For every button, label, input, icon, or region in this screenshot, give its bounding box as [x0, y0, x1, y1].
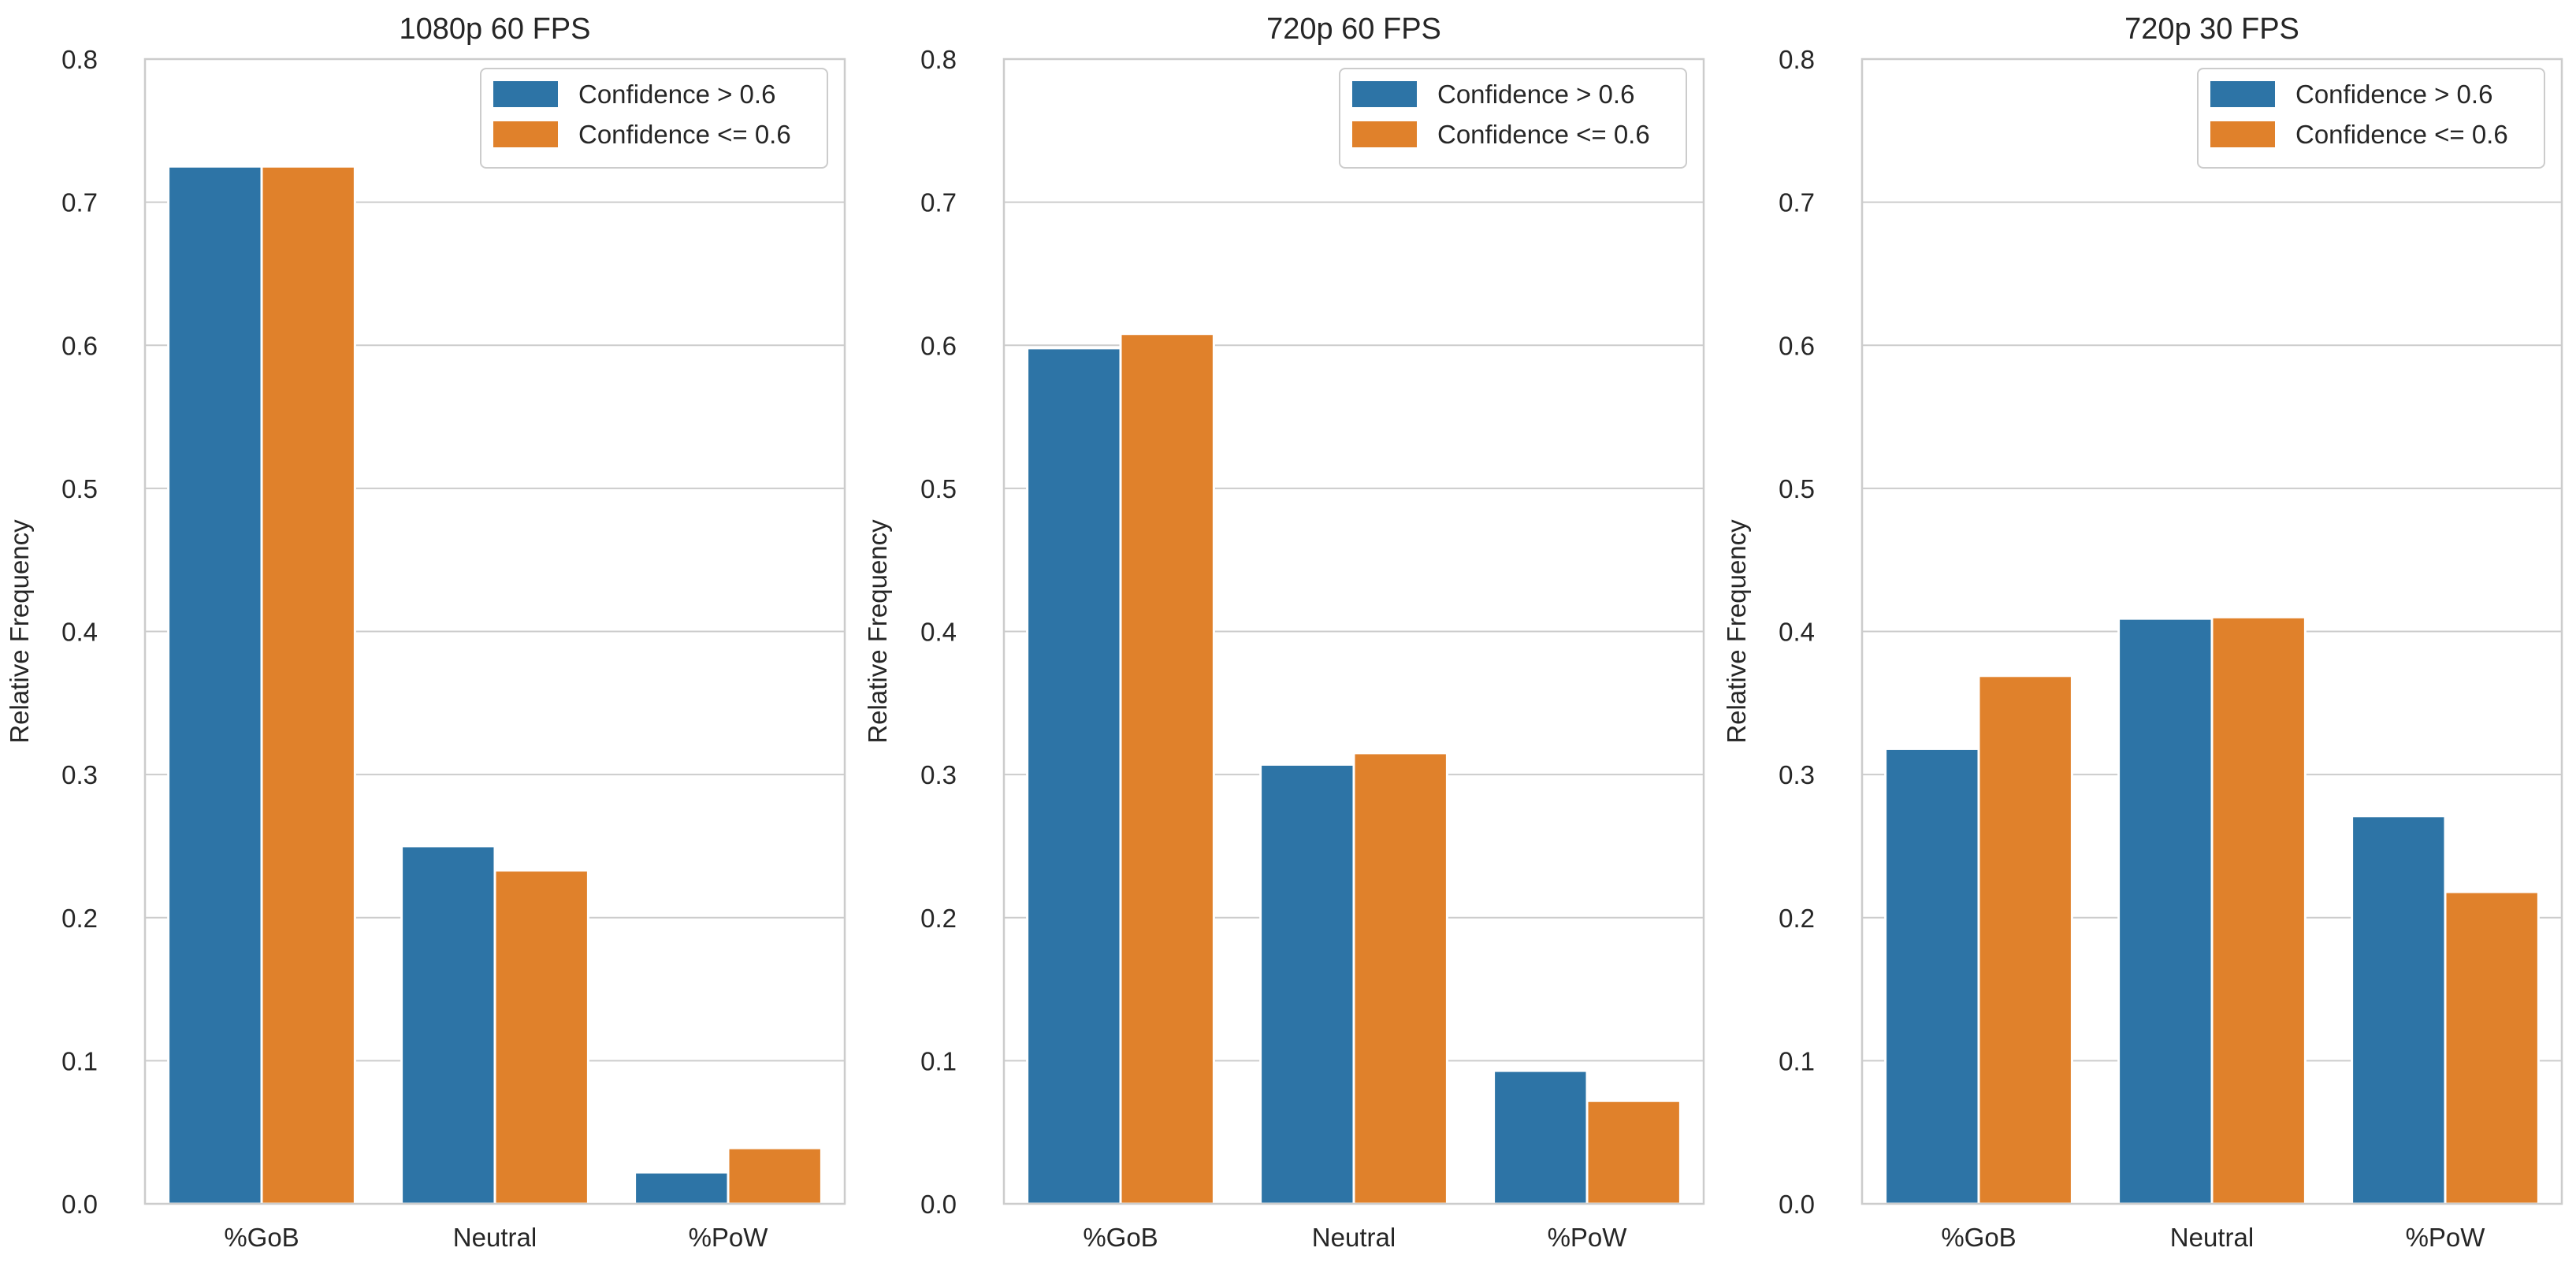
bar-confidence-0-6-pow: [727, 1146, 823, 1205]
legend-label: Confidence > 0.6: [578, 80, 775, 109]
y-tick-label: 0.6: [61, 331, 98, 360]
legend: Confidence > 0.6 Confidence <= 0.6: [1339, 68, 1687, 169]
x-tick-label: %PoW: [2406, 1223, 2486, 1252]
y-axis-label: Relative Frequency: [863, 519, 892, 744]
y-tick-label: 0.8: [1779, 45, 1815, 74]
legend-swatch: [1352, 81, 1417, 107]
chart-title: 720p 30 FPS: [2124, 13, 2299, 46]
bar-confidence-0-6-neutral: [1352, 752, 1448, 1205]
bar-confidence-0-6-gob: [1026, 347, 1122, 1205]
bar-confidence-0-6-neutral: [2117, 617, 2214, 1205]
legend: Confidence > 0.6 Confidence <= 0.6: [2197, 68, 2545, 169]
legend-box: [1339, 68, 1687, 169]
legend-label: Confidence <= 0.6: [2295, 120, 2508, 149]
y-axis-label: Relative Frequency: [1722, 519, 1751, 744]
x-tick-label: %PoW: [1548, 1223, 1628, 1252]
chart-panel-1: 0.0 0.1 0.2 0.3 0.4 0.5 0.6 0.7 0.8 %GoB Neutral %P…: [5, 13, 846, 1252]
axes-frame: [143, 58, 846, 1205]
y-tick-label: 0.6: [1779, 331, 1815, 360]
y-tick-label: 0.5: [1779, 474, 1815, 503]
y-tick-label: 0.4: [61, 618, 98, 647]
y-tick-label: 0.4: [1779, 618, 1815, 647]
y-tick-label: 0.0: [61, 1190, 98, 1219]
x-tick-label: %GoB: [1083, 1223, 1158, 1252]
legend: Confidence > 0.6 Confidence <= 0.6: [480, 68, 828, 169]
y-tick-label: 0.4: [920, 618, 957, 647]
legend-swatch: [2210, 81, 2275, 107]
chart-title: 1080p 60 FPS: [400, 13, 591, 46]
chart-title: 720p 60 FPS: [1266, 13, 1441, 46]
y-tick-label: 0.5: [61, 474, 98, 503]
bar-confidence-0-6-gob: [1977, 674, 2073, 1205]
bar-confidence-0-6-neutral: [400, 845, 496, 1205]
x-tick-label: Neutral: [453, 1223, 537, 1252]
y-tick-label: 0.2: [920, 904, 957, 933]
bar-confidence-0-6-pow: [2444, 890, 2540, 1205]
x-tick-label: Neutral: [2170, 1223, 2254, 1252]
legend-box: [2197, 68, 2545, 169]
x-tick-label: Neutral: [1312, 1223, 1396, 1252]
bar-confidence-0-6-gob: [1119, 332, 1215, 1205]
chart-panel-3: 0.0 0.1 0.2 0.3 0.4 0.5 0.6 0.7 0.8 %GoB Neutral %P…: [1722, 13, 2563, 1252]
bar-confidence-0-6-pow: [1492, 1069, 1589, 1205]
bar-confidence-0-6-pow: [634, 1171, 730, 1205]
bar-confidence-0-6-gob: [260, 165, 356, 1205]
y-tick-label: 0.2: [1779, 904, 1815, 933]
y-tick-label: 0.0: [920, 1190, 957, 1219]
legend-swatch: [1352, 121, 1417, 147]
bar-confidence-0-6-gob: [1884, 747, 1980, 1205]
y-tick-label: 0.1: [1779, 1046, 1815, 1075]
chart-panel-2: 0.0 0.1 0.2 0.3 0.4 0.5 0.6 0.7 0.8 %GoB Neutral %P…: [863, 13, 1705, 1252]
bar-confidence-0-6-neutral: [1259, 763, 1355, 1205]
legend-swatch: [493, 121, 558, 147]
legend-label: Confidence > 0.6: [2295, 80, 2492, 109]
y-tick-label: 0.3: [61, 760, 98, 789]
axes-frame: [1002, 58, 1705, 1205]
legend-label: Confidence > 0.6: [1437, 80, 1634, 109]
y-tick-label: 0.8: [61, 45, 98, 74]
y-tick-label: 0.3: [920, 760, 957, 789]
y-tick-label: 0.7: [920, 188, 957, 217]
y-tick-label: 0.0: [1779, 1190, 1815, 1219]
y-tick-label: 0.7: [1779, 188, 1815, 217]
y-tick-label: 0.6: [920, 331, 957, 360]
bar-confidence-0-6-neutral: [2210, 615, 2307, 1205]
bar-confidence-0-6-gob: [167, 165, 263, 1205]
bar-confidence-0-6-neutral: [493, 869, 589, 1205]
y-tick-label: 0.1: [920, 1046, 957, 1075]
y-tick-label: 0.3: [1779, 760, 1815, 789]
legend-swatch: [493, 81, 558, 107]
bar-confidence-0-6-pow: [1585, 1099, 1682, 1205]
legend-label: Confidence <= 0.6: [578, 120, 791, 149]
y-tick-label: 0.1: [61, 1046, 98, 1075]
legend-swatch: [2210, 121, 2275, 147]
axes-frame: [1860, 58, 2563, 1205]
y-tick-label: 0.8: [920, 45, 957, 74]
y-tick-label: 0.2: [61, 904, 98, 933]
x-tick-label: %GoB: [224, 1223, 299, 1252]
y-tick-label: 0.5: [920, 474, 957, 503]
x-tick-label: %GoB: [1941, 1223, 2016, 1252]
legend-box: [480, 68, 828, 169]
x-tick-label: %PoW: [689, 1223, 769, 1252]
y-axis-label: Relative Frequency: [5, 519, 34, 744]
legend-label: Confidence <= 0.6: [1437, 120, 1650, 149]
bar-confidence-0-6-pow: [2351, 815, 2447, 1205]
y-tick-label: 0.7: [61, 188, 98, 217]
